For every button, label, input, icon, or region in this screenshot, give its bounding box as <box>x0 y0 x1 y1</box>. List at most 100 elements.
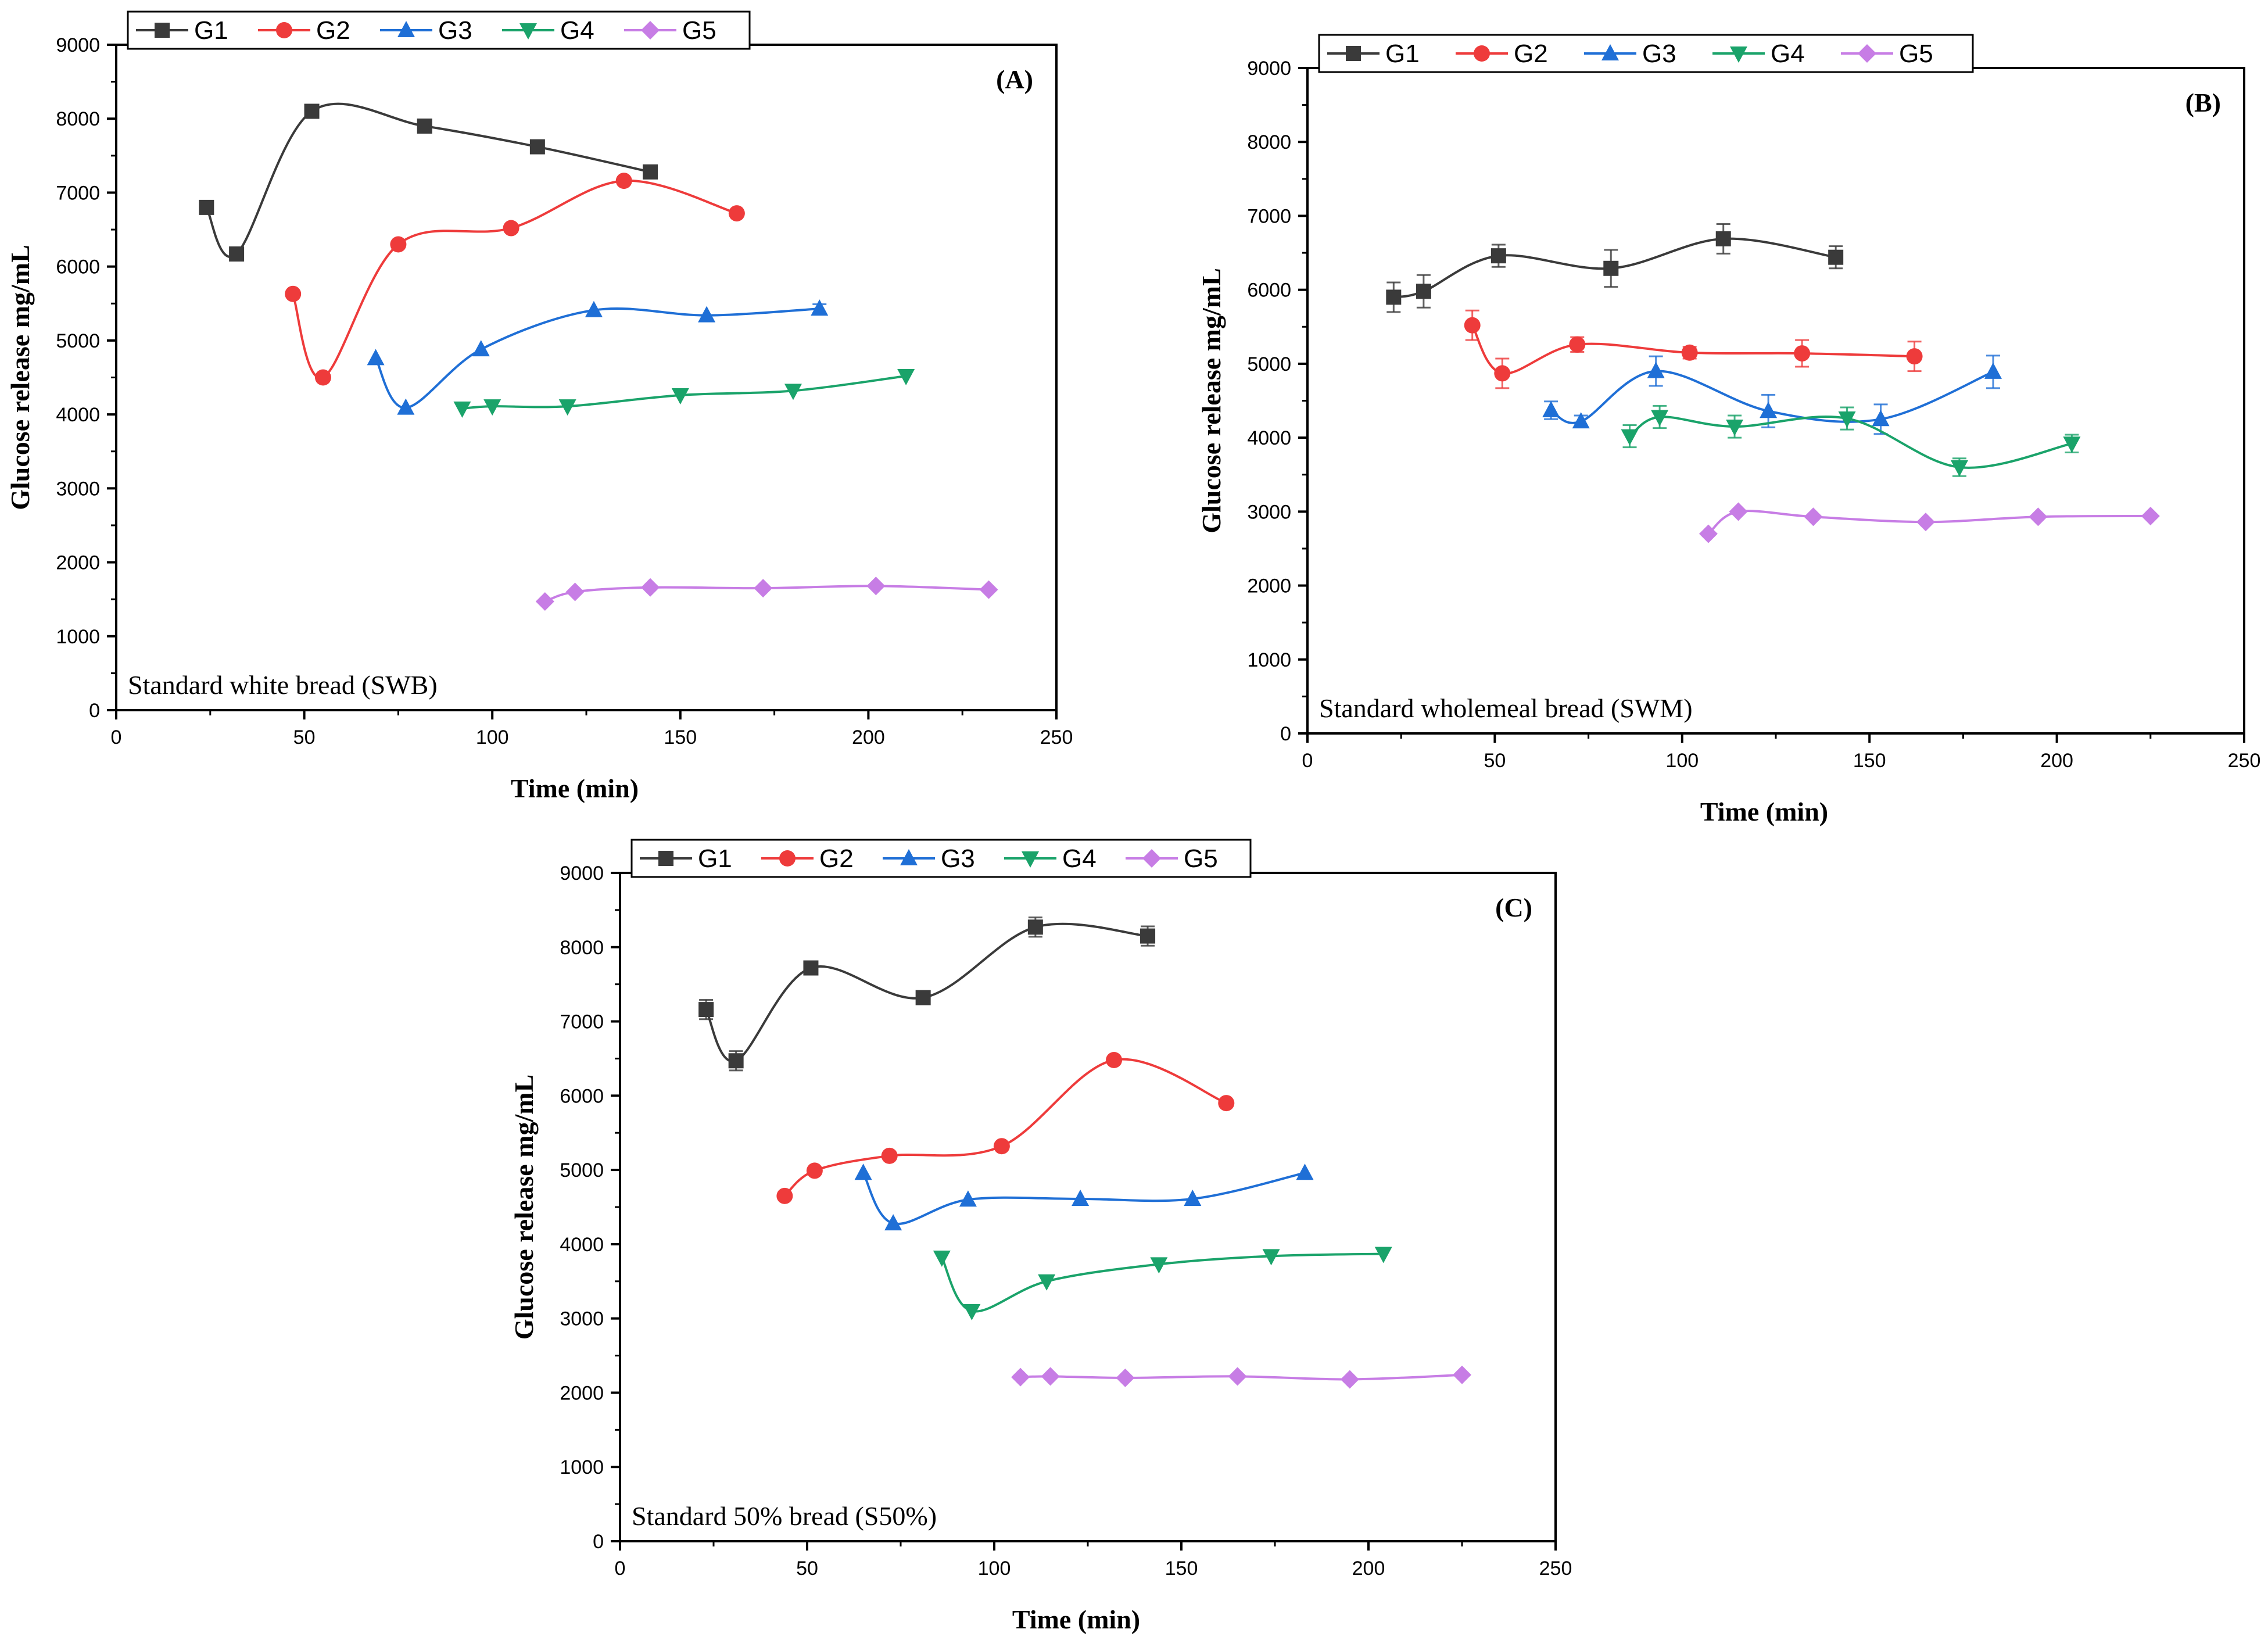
legend-marker-g5 <box>1858 44 1876 63</box>
data-point-g3 <box>367 349 385 366</box>
data-point-g3 <box>1184 1189 1202 1206</box>
legend-item-g3: G3 <box>380 16 472 45</box>
data-point-g1 <box>1603 260 1619 276</box>
x-tick-label: 100 <box>476 726 509 749</box>
y-tick-label: 4000 <box>56 404 100 426</box>
data-point-g4 <box>1651 410 1669 427</box>
x-tick-label: 100 <box>1665 750 1699 772</box>
legend-marker-g4 <box>1730 46 1747 63</box>
y-tick-label: 6000 <box>560 1085 604 1107</box>
legend-marker-g3 <box>900 849 918 865</box>
data-point-g5 <box>1916 513 1935 532</box>
data-point-g4 <box>453 401 471 418</box>
data-point-g4 <box>1038 1274 1056 1291</box>
data-point-g5 <box>754 579 773 598</box>
data-point-g4 <box>1621 429 1639 446</box>
data-point-g5 <box>1699 524 1718 543</box>
y-tick-label: 6000 <box>1247 280 1291 302</box>
data-point-g1 <box>199 199 214 215</box>
series-g1 <box>698 916 1156 1072</box>
data-point-g2 <box>1906 348 1923 365</box>
data-point-g4 <box>671 388 689 405</box>
y-tick-label: 4000 <box>560 1234 604 1256</box>
y-tick-label: 9000 <box>56 34 100 56</box>
data-point-g1 <box>1027 919 1043 935</box>
data-point-g3 <box>397 398 415 415</box>
series-g3 <box>1542 355 2002 435</box>
data-point-g4 <box>1374 1247 1392 1263</box>
legend-item-g1: G1 <box>640 844 732 873</box>
legend-label: G5 <box>682 16 716 45</box>
y-tick-label: 2000 <box>1247 575 1291 597</box>
legend-item-g4: G4 <box>502 16 594 45</box>
data-point-g4 <box>1950 460 1968 477</box>
data-point-g4 <box>933 1250 951 1267</box>
data-point-g4 <box>2063 436 2081 453</box>
y-tick-label: 3000 <box>1247 501 1291 523</box>
y-tick-label: 8000 <box>1247 131 1291 153</box>
data-point-g5 <box>1453 1365 1471 1384</box>
data-point-g2 <box>1494 365 1511 382</box>
y-tick-label: 3000 <box>56 478 100 500</box>
data-point-g1 <box>304 103 320 119</box>
data-point-g5 <box>1228 1367 1247 1386</box>
y-tick-label: 6000 <box>56 256 100 278</box>
legend-marker-g1 <box>155 23 170 38</box>
data-point-g5 <box>866 577 886 596</box>
legend-marker-g3 <box>397 21 415 37</box>
x-tick-label: 100 <box>978 1558 1011 1580</box>
legend-label: G4 <box>1062 844 1097 873</box>
data-point-g3 <box>1296 1163 1314 1180</box>
data-point-g3 <box>854 1163 872 1180</box>
data-point-g5 <box>1116 1368 1135 1387</box>
y-axis-title: Glucose release mg/mL <box>1196 268 1226 534</box>
legend-item-g3: G3 <box>883 844 975 873</box>
y-tick-label: 2000 <box>560 1382 604 1404</box>
data-point-g1 <box>915 990 931 1005</box>
y-tick-label: 2000 <box>56 552 100 574</box>
legend-item-g1: G1 <box>136 16 228 45</box>
data-point-g2 <box>1794 345 1811 362</box>
series-g1 <box>1386 223 1844 313</box>
legend-label: G2 <box>316 16 350 45</box>
series-g2 <box>1464 309 1923 389</box>
y-tick-label: 4000 <box>1247 427 1291 449</box>
legend-item-g1: G1 <box>1327 40 1420 68</box>
y-axis-title: Glucose release mg/mL <box>5 245 35 510</box>
panel-label: (C) <box>1495 893 1532 922</box>
chart-panel-1: 0 1000 2000 3000 4000 5000 6000 7000 8000 9000 0 50… <box>5 10 1073 803</box>
data-point-g4 <box>1838 411 1856 428</box>
data-point-g4 <box>1150 1257 1168 1274</box>
data-point-g2 <box>993 1138 1010 1155</box>
data-point-g1 <box>229 246 245 262</box>
data-point-g3 <box>1647 361 1665 378</box>
data-point-g2 <box>881 1147 898 1164</box>
legend-marker-g2 <box>1474 45 1490 62</box>
data-point-g1 <box>643 164 658 180</box>
series-g4 <box>453 368 915 418</box>
chart-panel-3: 0 1000 2000 3000 4000 5000 6000 7000 8000 9000 0 50… <box>509 839 1572 1634</box>
data-point-g1 <box>417 118 432 134</box>
data-point-g5 <box>1804 507 1823 527</box>
legend-label: G5 <box>1184 844 1218 873</box>
legend-label: G4 <box>1771 40 1805 68</box>
data-point-g1 <box>803 960 819 976</box>
legend-marker-g5 <box>1142 849 1161 868</box>
data-point-g5 <box>535 592 554 611</box>
data-point-g2 <box>728 205 745 222</box>
data-point-g1 <box>1140 928 1156 944</box>
data-point-g2 <box>1681 344 1698 361</box>
data-point-g4 <box>963 1304 981 1320</box>
data-point-g5 <box>1340 1370 1359 1389</box>
legend-label: G3 <box>1642 40 1676 68</box>
data-point-g1 <box>1490 248 1506 264</box>
data-point-g4 <box>1726 420 1744 436</box>
data-point-g5 <box>2029 507 2048 527</box>
legend-label: G2 <box>819 844 854 873</box>
x-tick-label: 150 <box>1165 1558 1198 1580</box>
legend-marker-g4 <box>1022 851 1039 868</box>
chart-panel-2: 0 1000 2000 3000 4000 5000 6000 7000 8000 9000 0 50… <box>1196 34 2260 826</box>
legend-box <box>127 10 751 50</box>
y-tick-label: 7000 <box>1247 205 1291 227</box>
legend-item-g4: G4 <box>1004 844 1097 873</box>
